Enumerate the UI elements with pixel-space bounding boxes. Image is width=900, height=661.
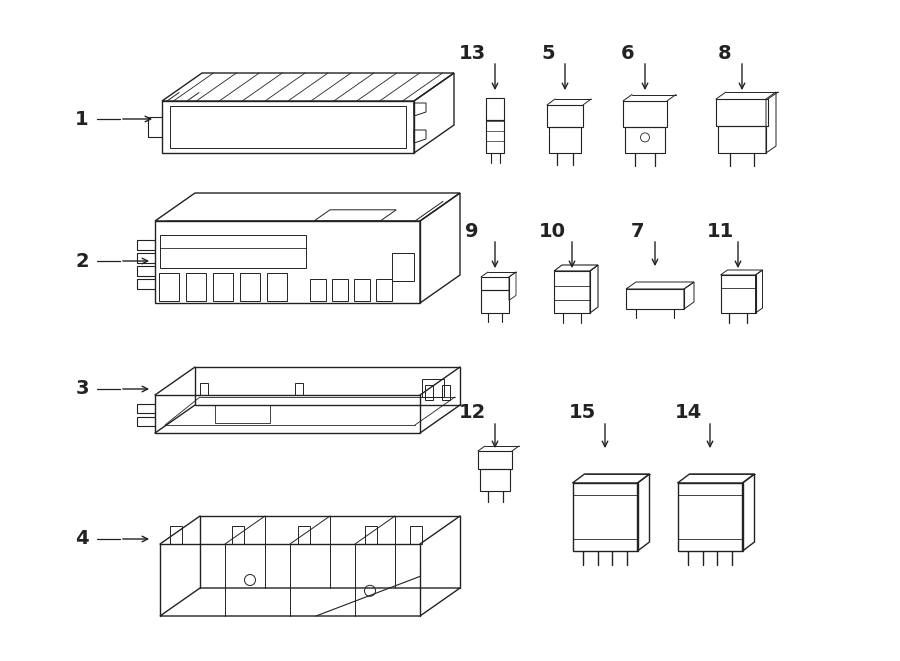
Text: 8: 8 — [718, 44, 732, 63]
Bar — [486, 120, 504, 153]
Bar — [572, 483, 637, 551]
Text: 12: 12 — [458, 403, 486, 422]
Bar — [310, 279, 326, 301]
Bar — [481, 290, 509, 313]
Bar — [213, 273, 233, 301]
Bar — [392, 253, 414, 281]
Text: 14: 14 — [674, 403, 702, 422]
Bar — [549, 127, 581, 153]
Bar — [626, 289, 684, 309]
Bar — [678, 483, 742, 551]
Bar — [376, 279, 392, 301]
Text: 2: 2 — [76, 251, 89, 270]
Text: 1: 1 — [76, 110, 89, 128]
Bar — [480, 469, 510, 491]
Bar — [354, 279, 370, 301]
Bar — [625, 127, 665, 153]
Text: 11: 11 — [706, 221, 733, 241]
Text: 7: 7 — [631, 221, 644, 241]
Bar — [478, 451, 512, 469]
Bar — [159, 273, 179, 301]
Text: 6: 6 — [621, 44, 634, 63]
Bar — [547, 105, 583, 127]
Bar — [332, 279, 348, 301]
Text: 9: 9 — [465, 221, 479, 241]
Text: 3: 3 — [76, 379, 89, 399]
Bar — [215, 405, 270, 423]
Bar — [160, 235, 306, 268]
Bar — [170, 106, 406, 148]
Bar — [267, 273, 287, 301]
Bar — [721, 275, 755, 313]
Bar — [481, 277, 509, 290]
Bar — [240, 273, 260, 301]
Text: 10: 10 — [538, 221, 565, 241]
Text: 13: 13 — [458, 44, 486, 63]
Text: 15: 15 — [569, 403, 596, 422]
Bar — [623, 101, 667, 127]
Bar — [716, 99, 768, 126]
Text: 5: 5 — [541, 44, 554, 63]
Bar — [554, 271, 590, 313]
Text: 4: 4 — [76, 529, 89, 549]
Bar — [486, 98, 504, 120]
Bar — [718, 126, 766, 153]
Bar — [422, 379, 444, 397]
Bar — [186, 273, 206, 301]
